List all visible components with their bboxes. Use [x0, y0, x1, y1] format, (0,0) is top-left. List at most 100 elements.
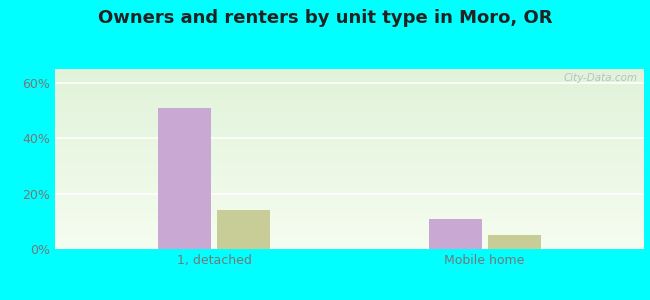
Bar: [55, 96, 644, 97]
Bar: [55, 89, 644, 90]
Bar: [55, 201, 644, 202]
Bar: [55, 141, 644, 142]
Bar: [55, 120, 644, 121]
Bar: [55, 112, 644, 113]
Bar: [55, 119, 644, 120]
Bar: [55, 149, 644, 150]
Bar: [55, 152, 644, 153]
Bar: [55, 232, 644, 233]
Bar: [55, 109, 644, 110]
Bar: [55, 163, 644, 164]
Bar: [55, 203, 644, 204]
Bar: [55, 144, 644, 145]
Bar: [55, 246, 644, 247]
Bar: [55, 208, 644, 209]
Bar: [429, 218, 482, 249]
Bar: [55, 195, 644, 196]
Bar: [55, 229, 644, 230]
Bar: [55, 113, 644, 114]
Bar: [55, 103, 644, 104]
Bar: [55, 158, 644, 159]
Bar: [55, 200, 644, 201]
Bar: [55, 211, 644, 212]
Bar: [55, 91, 644, 92]
Bar: [55, 87, 644, 88]
Bar: [55, 205, 644, 206]
Bar: [55, 209, 644, 210]
Bar: [55, 172, 644, 173]
Bar: [55, 156, 644, 157]
Bar: [55, 154, 644, 155]
Bar: [55, 86, 644, 87]
Bar: [55, 116, 644, 117]
Bar: [55, 221, 644, 222]
Bar: [217, 210, 270, 249]
Bar: [55, 88, 644, 89]
Bar: [55, 110, 644, 111]
Bar: [55, 186, 644, 187]
Bar: [55, 81, 644, 82]
Bar: [55, 161, 644, 162]
Bar: [55, 80, 644, 81]
Bar: [55, 76, 644, 77]
Bar: [55, 73, 644, 74]
Bar: [55, 147, 644, 148]
Bar: [55, 150, 644, 151]
Bar: [55, 97, 644, 98]
Bar: [55, 128, 644, 129]
Bar: [55, 130, 644, 131]
Bar: [55, 134, 644, 135]
Bar: [55, 155, 644, 156]
Bar: [55, 98, 644, 99]
Bar: [55, 233, 644, 234]
Bar: [55, 101, 644, 102]
Bar: [55, 185, 644, 186]
Bar: [55, 217, 644, 218]
Bar: [55, 199, 644, 200]
Bar: [55, 82, 644, 83]
Bar: [55, 84, 644, 85]
Bar: [55, 171, 644, 172]
Bar: [55, 175, 644, 176]
Bar: [55, 100, 644, 101]
Bar: [55, 235, 644, 236]
Bar: [55, 106, 644, 107]
Bar: [55, 194, 644, 195]
Bar: [55, 231, 644, 232]
Bar: [55, 183, 644, 184]
Bar: [55, 198, 644, 199]
Bar: [55, 117, 644, 118]
Bar: [55, 215, 644, 216]
Bar: [55, 218, 644, 219]
Bar: [55, 99, 644, 100]
Bar: [55, 180, 644, 181]
Bar: [55, 162, 644, 163]
Bar: [55, 242, 644, 243]
Bar: [55, 176, 644, 177]
Bar: [55, 70, 644, 71]
Bar: [55, 202, 644, 203]
Bar: [55, 85, 644, 86]
Bar: [488, 235, 541, 249]
Bar: [55, 240, 644, 241]
Bar: [55, 174, 644, 175]
Bar: [55, 223, 644, 224]
Bar: [55, 108, 644, 109]
Bar: [55, 148, 644, 149]
Bar: [55, 75, 644, 76]
Bar: [55, 165, 644, 166]
Bar: [55, 206, 644, 207]
Bar: [55, 83, 644, 84]
Bar: [55, 234, 644, 235]
Bar: [55, 207, 644, 208]
Bar: [55, 94, 644, 95]
Bar: [55, 146, 644, 147]
Bar: [55, 121, 644, 122]
Bar: [55, 90, 644, 91]
Bar: [55, 118, 644, 119]
Bar: [55, 79, 644, 80]
Bar: [55, 129, 644, 130]
Bar: [55, 239, 644, 240]
Bar: [55, 95, 644, 96]
Bar: [55, 238, 644, 239]
